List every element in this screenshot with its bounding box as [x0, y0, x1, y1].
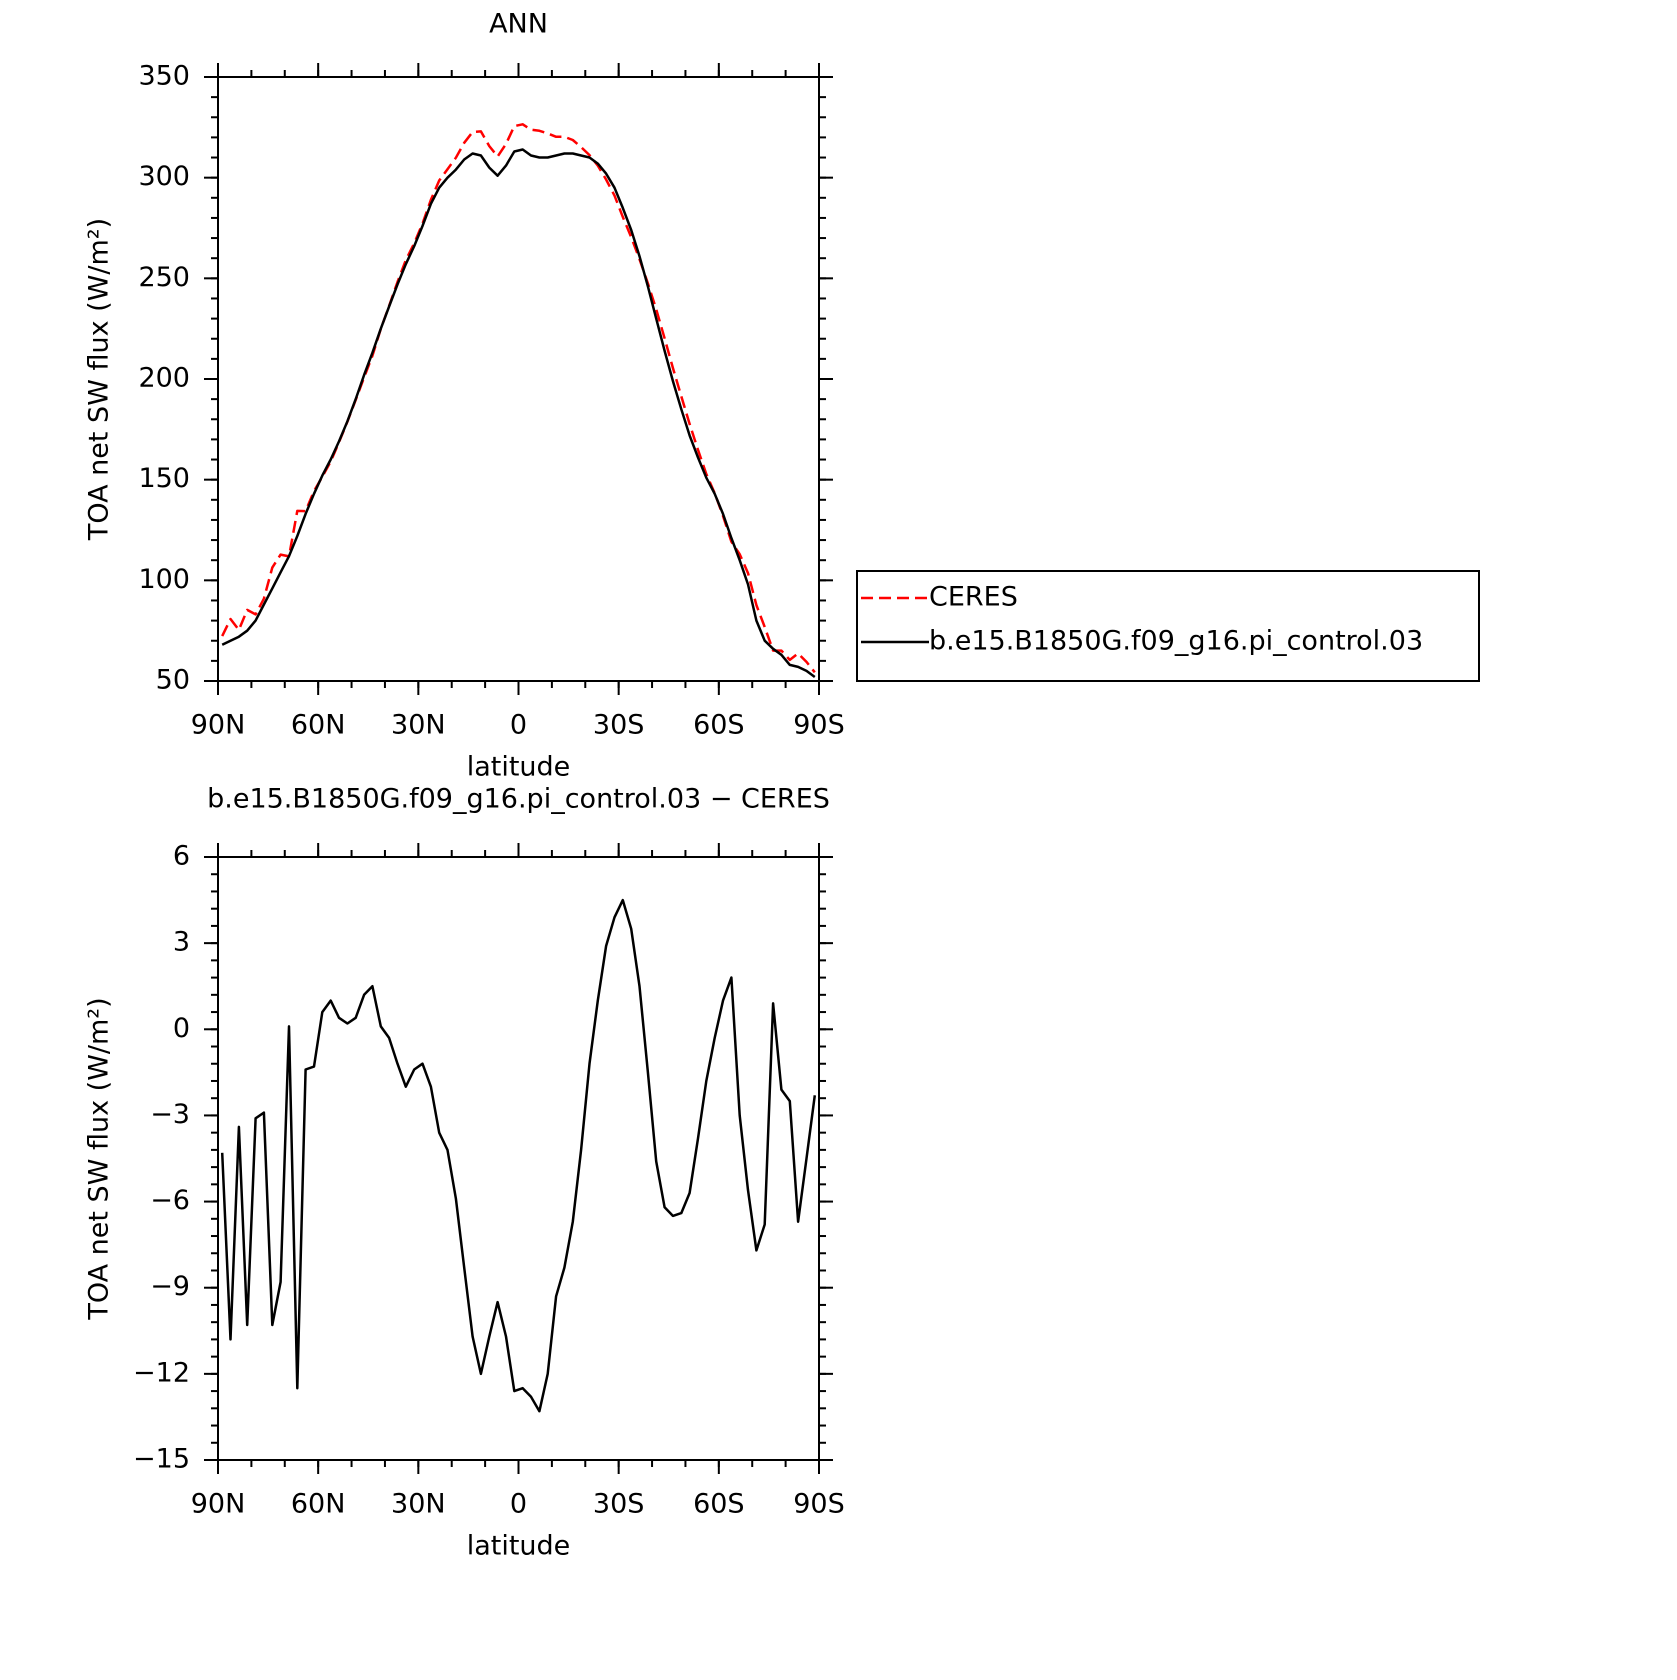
legend-label: CERES	[929, 582, 1018, 613]
x-tick-label: 90S	[793, 1489, 845, 1520]
y-tick-label: 50	[156, 665, 190, 696]
x-tick-label: 90S	[793, 710, 845, 741]
y-axis-label: TOA net SW flux (W/m²)	[84, 218, 115, 541]
legend-label: b.e15.B1850G.f09_g16.pi_control.03	[929, 626, 1423, 657]
plot-frame	[217, 856, 820, 1461]
x-tick-label: 60S	[693, 1489, 745, 1520]
data-line	[221, 123, 816, 674]
y-tick-label: 250	[138, 262, 190, 293]
y-tick-label: 350	[138, 61, 190, 92]
y-tick-label: 200	[138, 363, 190, 394]
data-line	[221, 148, 816, 679]
y-tick-label: −9	[150, 1271, 190, 1302]
y-tick-label: −6	[150, 1185, 190, 1216]
plot-frame	[217, 76, 820, 682]
y-tick-label: 6	[173, 841, 190, 872]
y-tick-label: 3	[173, 927, 190, 958]
legend-box	[856, 570, 1480, 682]
chart-title: ANN	[489, 9, 548, 40]
y-tick-label: −15	[133, 1444, 190, 1475]
y-tick-label: −3	[150, 1099, 190, 1130]
x-tick-label: 0	[510, 710, 527, 741]
x-tick-label: 30N	[391, 710, 446, 741]
y-tick-label: 100	[138, 564, 190, 595]
chart-title: b.e15.B1850G.f09_g16.pi_control.03 − CER…	[207, 784, 830, 815]
x-tick-label: 0	[510, 1489, 527, 1520]
y-axis-label: TOA net SW flux (W/m²)	[84, 997, 115, 1320]
y-tick-label: 300	[138, 161, 190, 192]
y-tick-label: 150	[138, 463, 190, 494]
x-tick-label: 60S	[693, 710, 745, 741]
x-tick-label: 30S	[593, 710, 645, 741]
x-tick-label: 30S	[593, 1489, 645, 1520]
x-tick-label: 60N	[291, 1489, 346, 1520]
x-tick-label: 90N	[191, 1489, 246, 1520]
data-line	[220, 898, 817, 1413]
x-axis-label: latitude	[467, 1531, 571, 1562]
x-tick-label: 90N	[191, 710, 246, 741]
x-axis-label: latitude	[467, 752, 571, 783]
x-tick-label: 60N	[291, 710, 346, 741]
x-tick-label: 30N	[391, 1489, 446, 1520]
y-tick-label: 0	[173, 1013, 190, 1044]
y-tick-label: −12	[133, 1357, 190, 1388]
